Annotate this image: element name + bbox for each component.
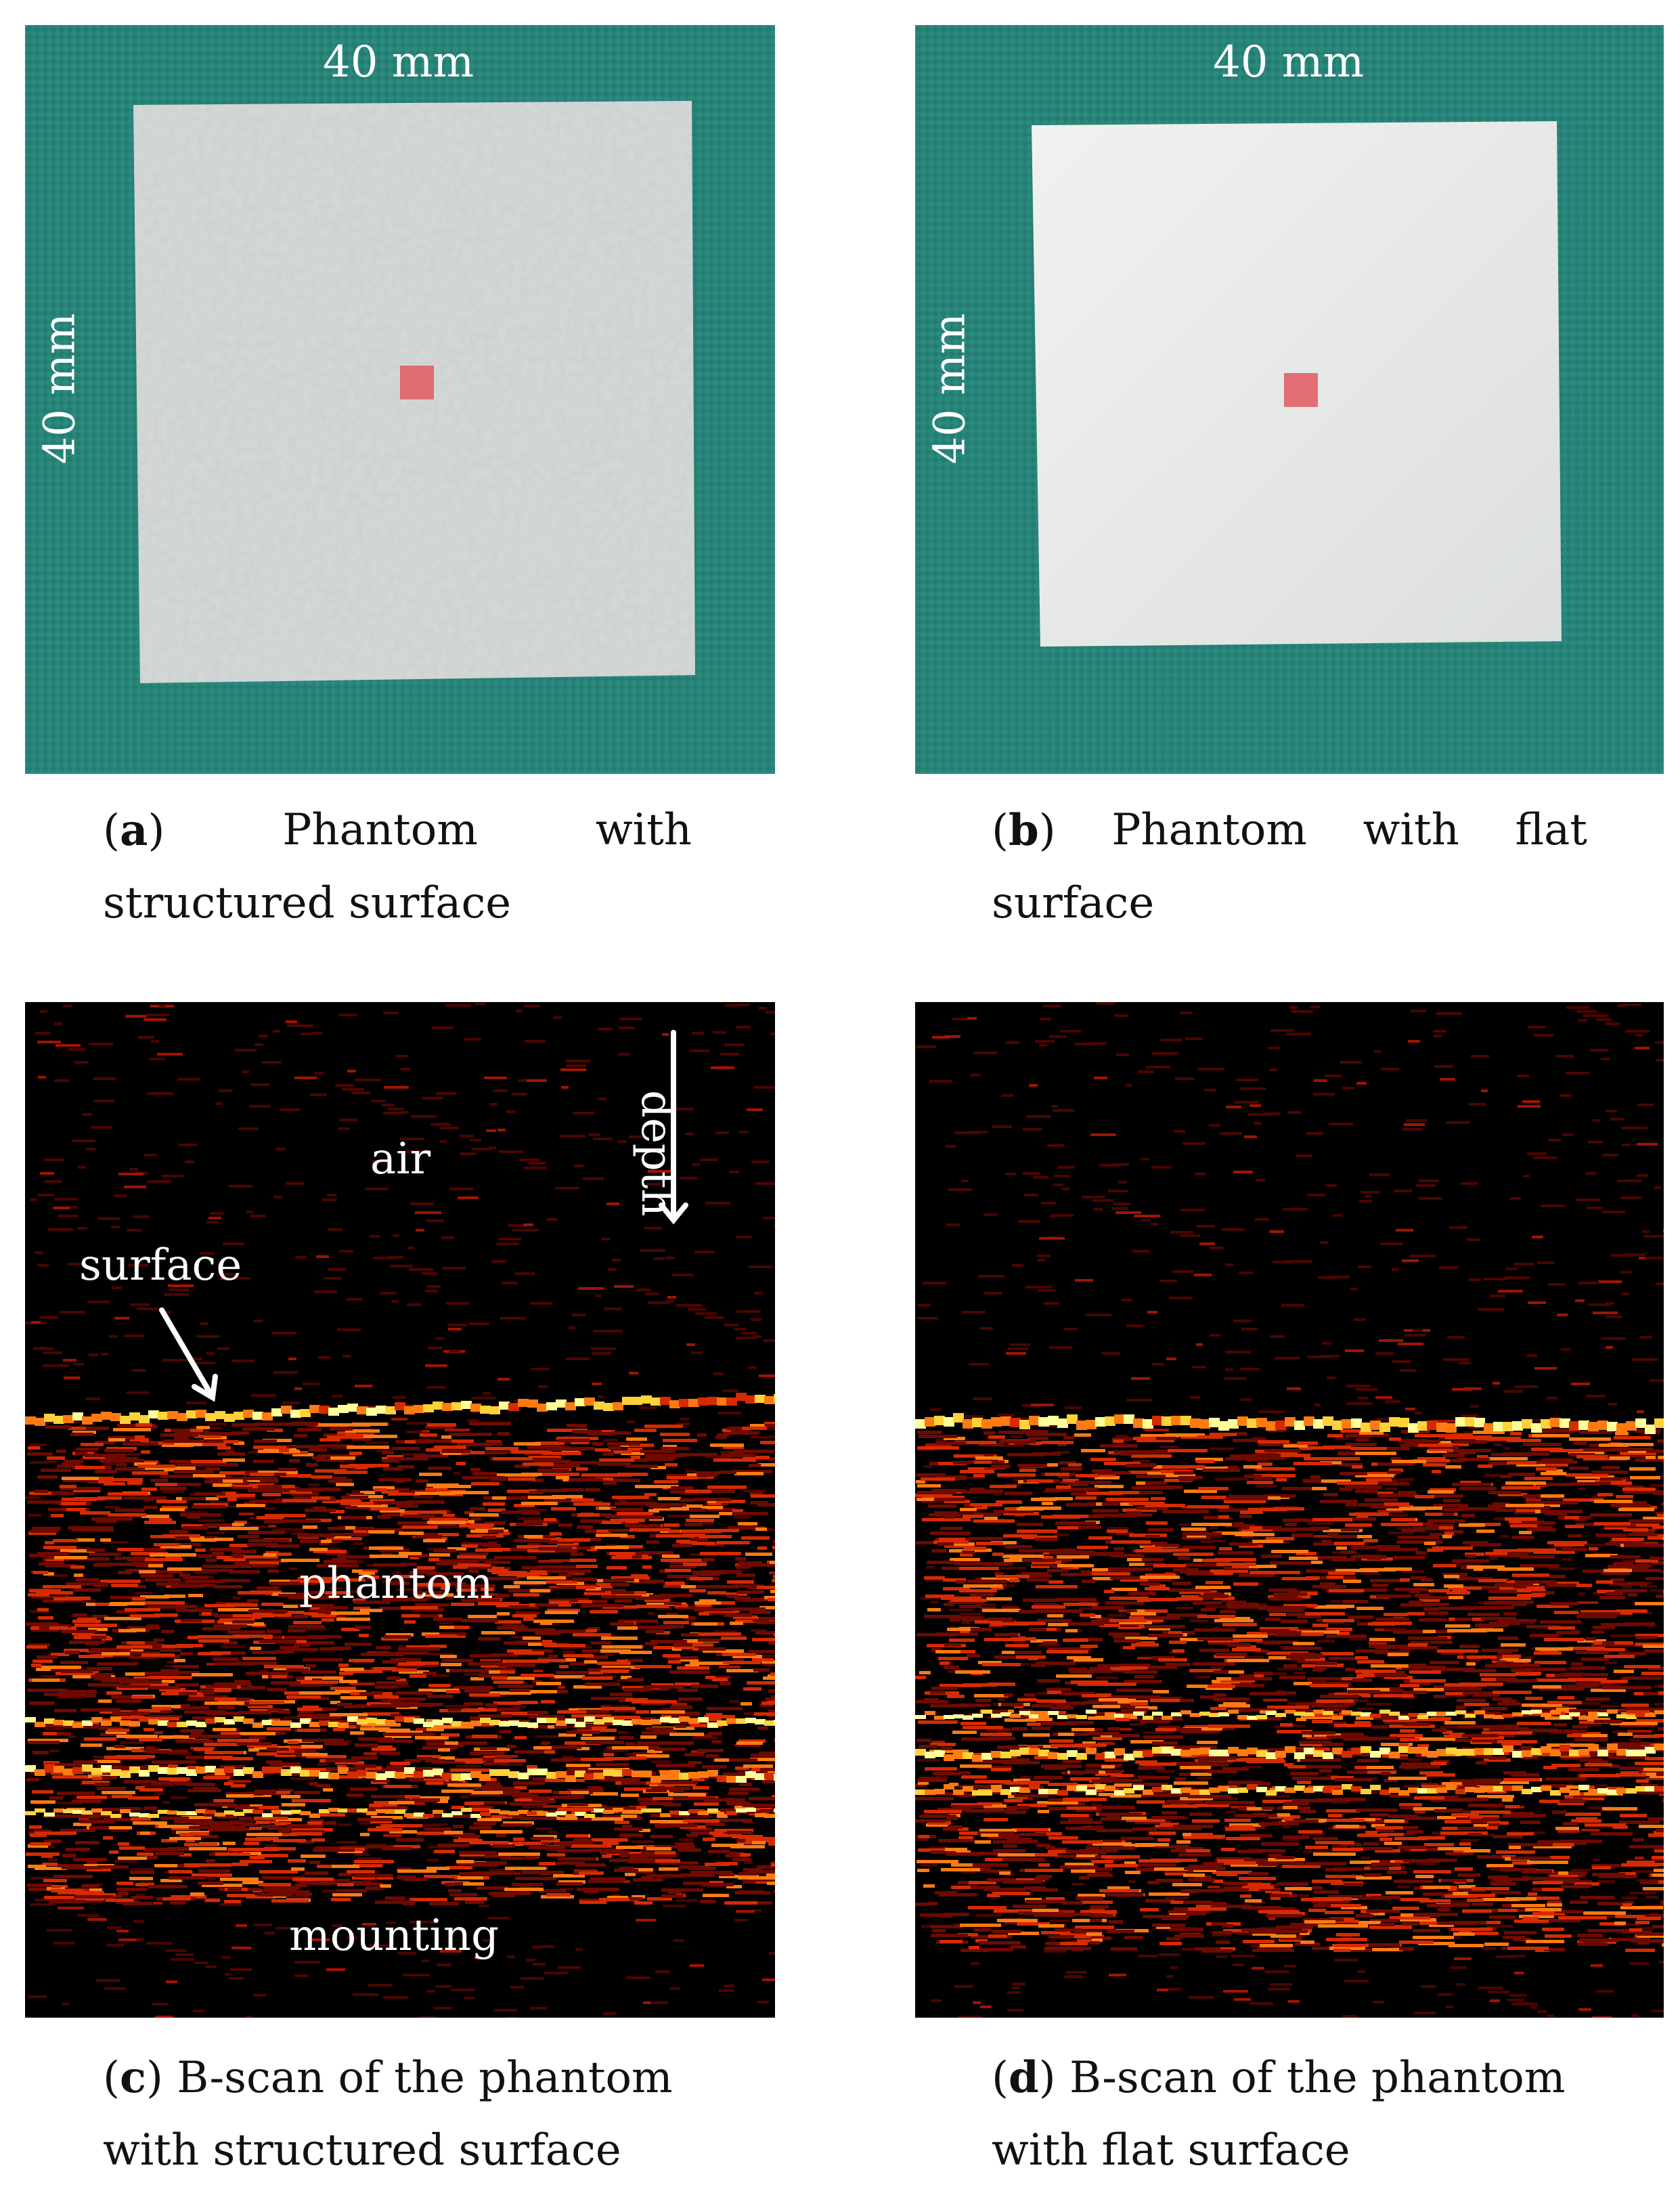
target-marker [400, 366, 434, 399]
speckle-layer [25, 1003, 775, 2018]
caption-b-line2: surface [992, 878, 1155, 928]
label-surface: surface [79, 1240, 242, 1290]
caption-d-line2: with flat surface [992, 2125, 1350, 2175]
target-marker [1284, 373, 1318, 407]
caption-a-word1: Phantom [282, 805, 478, 855]
caption-a: (a) Phantom with structured surface [103, 794, 692, 940]
dimension-left-label: 40 mm [925, 313, 975, 464]
dimension-top-label: 40 mm [323, 37, 474, 87]
caption-c: (c) B-scan of the phantom with structure… [103, 2041, 780, 2187]
bscan-flat [915, 1002, 1664, 2018]
label-mounting: mounting [289, 1911, 500, 1961]
caption-b: (b) Phantom with flat surface [992, 794, 1587, 940]
depth-arrow-icon [659, 1030, 688, 1225]
caption-d: (d) B-scan of the phantom with flat surf… [992, 2041, 1668, 2187]
phantom-flat-photo: 40 mm 40 mm [915, 25, 1664, 774]
caption-a-word2: with [595, 805, 692, 855]
caption-a-line2: structured surface [103, 878, 512, 928]
caption-a-label: (a) [103, 805, 165, 856]
label-phantom: phantom [299, 1559, 493, 1609]
speckle-layer [915, 1002, 1664, 2018]
caption-b-word2: with [1363, 805, 1459, 855]
bscan-structured: air surface phantom mounting depth [25, 1002, 775, 2018]
caption-b-word1: Phantom [1111, 805, 1307, 855]
label-air: air [370, 1134, 431, 1184]
surface-arrow-icon [159, 1307, 218, 1402]
dimension-left-label: 40 mm [35, 313, 85, 464]
caption-c-line1: (c) B-scan of the phantom [103, 2052, 673, 2103]
caption-c-line2: with structured surface [103, 2125, 621, 2175]
dimension-top-label: 40 mm [1213, 37, 1365, 87]
caption-b-label: (b) [992, 805, 1056, 856]
caption-d-line1: (d) B-scan of the phantom [992, 2052, 1566, 2103]
phantom-structured-photo: 40 mm 40 mm [25, 25, 775, 774]
caption-b-word3: flat [1515, 805, 1587, 855]
